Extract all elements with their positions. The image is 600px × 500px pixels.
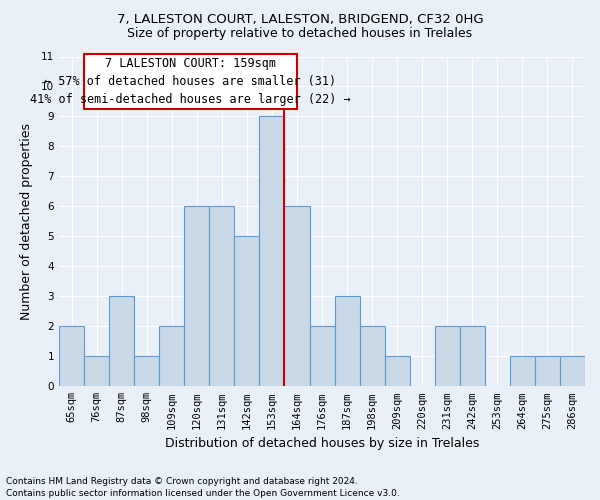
Bar <box>359 326 385 386</box>
Text: 7, LALESTON COURT, LALESTON, BRIDGEND, CF32 0HG: 7, LALESTON COURT, LALESTON, BRIDGEND, C… <box>116 12 484 26</box>
Bar <box>385 356 410 386</box>
Bar <box>510 356 535 386</box>
Text: Contains public sector information licensed under the Open Government Licence v3: Contains public sector information licen… <box>6 488 400 498</box>
Bar <box>310 326 335 386</box>
Bar <box>335 296 359 386</box>
Bar <box>59 326 84 386</box>
Text: Contains HM Land Registry data © Crown copyright and database right 2024.: Contains HM Land Registry data © Crown c… <box>6 477 358 486</box>
Bar <box>560 356 585 386</box>
Bar <box>259 116 284 386</box>
Bar <box>435 326 460 386</box>
Bar <box>209 206 235 386</box>
Bar <box>460 326 485 386</box>
Text: 7 LALESTON COURT: 159sqm
← 57% of detached houses are smaller (31)
41% of semi-d: 7 LALESTON COURT: 159sqm ← 57% of detach… <box>30 56 351 106</box>
Bar <box>159 326 184 386</box>
Bar <box>134 356 159 386</box>
Text: Size of property relative to detached houses in Trelales: Size of property relative to detached ho… <box>127 28 473 40</box>
X-axis label: Distribution of detached houses by size in Trelales: Distribution of detached houses by size … <box>165 437 479 450</box>
Bar <box>109 296 134 386</box>
Bar <box>535 356 560 386</box>
Bar <box>284 206 310 386</box>
Y-axis label: Number of detached properties: Number of detached properties <box>20 123 32 320</box>
Bar <box>84 356 109 386</box>
Bar <box>235 236 259 386</box>
FancyBboxPatch shape <box>84 54 297 109</box>
Bar <box>184 206 209 386</box>
